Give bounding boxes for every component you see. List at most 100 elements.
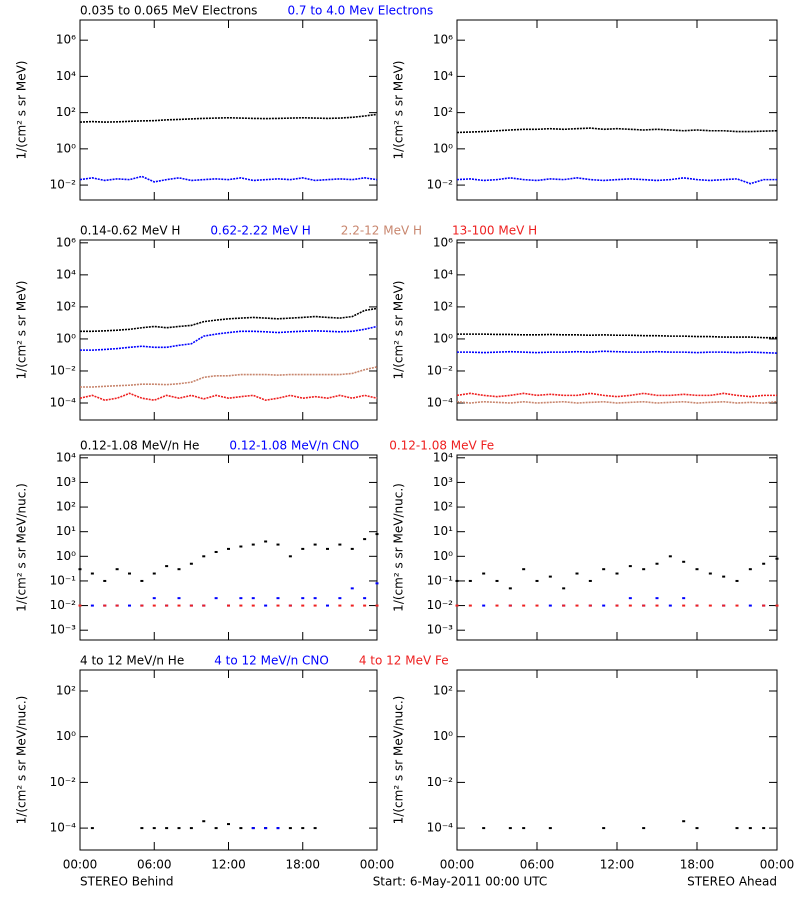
data-point — [775, 604, 779, 607]
data-point — [522, 568, 526, 571]
data-point — [695, 568, 699, 571]
y-tick-label: 10² — [433, 684, 453, 698]
y-tick-label: 10⁴ — [56, 69, 76, 83]
legend-entry: 4 to 12 MeV/n CNO — [214, 654, 329, 668]
y-axis-label: 1/(cm² s sr MeV) — [392, 281, 406, 380]
data-point — [276, 827, 280, 830]
series-line — [79, 113, 378, 123]
data-point — [251, 604, 255, 607]
x-tick-label: 12:00 — [600, 858, 635, 872]
data-point — [264, 540, 268, 543]
data-point — [288, 827, 292, 830]
data-point — [239, 597, 243, 600]
data-point — [202, 555, 206, 558]
data-point — [762, 562, 766, 565]
data-point — [655, 562, 659, 565]
legend-entry: 0.12-1.08 MeV Fe — [389, 439, 494, 453]
y-tick-label: 10⁶ — [56, 33, 76, 47]
data-point — [455, 604, 459, 607]
x-tick-label: 00:00 — [63, 858, 98, 872]
data-point — [165, 827, 169, 830]
data-point — [152, 597, 156, 600]
legend-entry: 13-100 MeV H — [452, 224, 537, 238]
data-point — [140, 579, 144, 582]
y-tick-label: 10⁻¹ — [427, 573, 454, 587]
data-point — [548, 604, 552, 607]
data-point — [375, 604, 379, 607]
y-tick-label: 10⁴ — [433, 267, 453, 281]
footer-left: STEREO Behind — [80, 875, 174, 889]
data-point — [326, 547, 329, 550]
footer-right: STEREO Ahead — [687, 875, 777, 889]
y-tick-label: 10² — [433, 105, 453, 119]
y-tick-label: 10⁻² — [50, 598, 77, 612]
data-point — [165, 604, 169, 607]
y-axis-label: 1/(cm² s sr MeV/nuc.) — [392, 483, 406, 612]
data-point — [602, 827, 606, 830]
legend-entry: 0.12-1.08 MeV/n CNO — [229, 439, 359, 453]
y-axis-label: 1/(cm² s sr MeV) — [392, 61, 406, 160]
series-line — [457, 333, 777, 339]
x-tick-label: 18:00 — [680, 858, 715, 872]
y-tick-label: 10⁻⁴ — [427, 821, 454, 835]
y-tick-label: 10⁻² — [427, 775, 454, 789]
data-point — [313, 604, 317, 607]
data-point — [313, 543, 317, 546]
data-point — [762, 827, 766, 830]
x-tick-label: 18:00 — [285, 858, 320, 872]
data-point — [588, 579, 592, 582]
data-point — [202, 820, 206, 823]
y-tick-label: 10³ — [433, 475, 453, 489]
data-point — [214, 827, 218, 830]
data-point — [239, 827, 243, 830]
data-point — [78, 604, 82, 607]
y-tick-label: 10⁻¹ — [50, 573, 77, 587]
y-tick-label: 10⁶ — [433, 33, 453, 47]
data-point — [535, 604, 539, 607]
data-point — [602, 604, 606, 607]
y-tick-label: 10⁰ — [433, 141, 453, 155]
data-point — [103, 604, 107, 607]
series-line — [80, 307, 378, 333]
y-tick-label: 10⁻³ — [427, 623, 454, 637]
y-axis-label: 1/(cm² s sr MeV/nuc.) — [15, 483, 29, 612]
y-tick-label: 10⁻⁴ — [427, 396, 454, 410]
data-point — [239, 604, 243, 607]
y-tick-label: 10⁶ — [433, 235, 453, 249]
data-point — [350, 547, 354, 550]
data-point — [313, 597, 317, 600]
data-point — [642, 568, 646, 571]
data-point — [214, 597, 218, 600]
data-point — [363, 538, 367, 541]
data-point — [722, 575, 726, 578]
legend-entry: 2.2-12 MeV H — [341, 224, 422, 238]
y-tick-label: 10² — [56, 105, 76, 119]
data-point — [103, 579, 107, 582]
data-point — [338, 543, 342, 546]
data-point — [90, 604, 94, 607]
series-line — [79, 392, 378, 402]
y-tick-label: 10⁻³ — [50, 623, 77, 637]
data-point — [508, 604, 512, 607]
data-point — [708, 572, 712, 575]
x-tick-label: 00:00 — [440, 858, 475, 872]
y-tick-label: 10² — [433, 500, 453, 514]
data-point — [682, 597, 686, 600]
y-tick-label: 10² — [56, 500, 76, 514]
data-point — [562, 604, 566, 607]
legend-entry: 0.7 to 4.0 Mev Electrons — [287, 4, 433, 18]
y-tick-label: 10⁻⁴ — [50, 821, 77, 835]
data-point — [682, 560, 686, 563]
y-tick-label: 10⁰ — [56, 729, 76, 743]
data-point — [251, 827, 255, 830]
data-point — [775, 557, 779, 560]
footer-center: Start: 6-May-2011 00:00 UTC — [373, 875, 548, 889]
data-point — [375, 582, 379, 585]
y-tick-label: 10⁻⁴ — [50, 396, 77, 410]
data-point — [165, 565, 169, 568]
y-tick-label: 10² — [433, 299, 453, 313]
data-point — [115, 568, 119, 571]
data-point — [202, 604, 206, 607]
data-point — [522, 827, 526, 830]
